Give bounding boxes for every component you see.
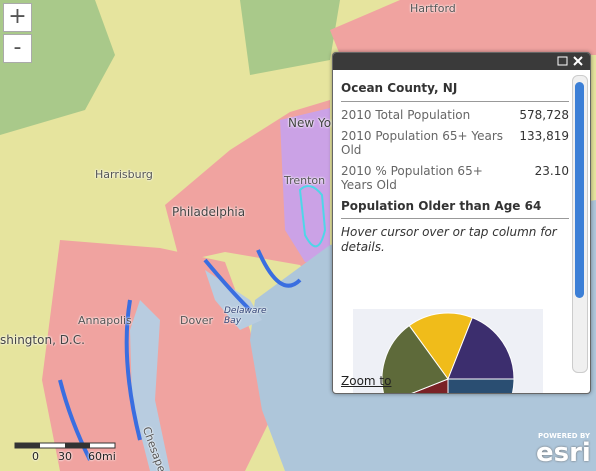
scale-label: 60mi	[88, 450, 116, 463]
field-label: 2010 Total Population	[341, 108, 471, 122]
place-label: Hartford	[410, 2, 456, 15]
close-button[interactable]	[573, 56, 583, 66]
field-table: 2010 Total Population 578,728 2010 Populat…	[341, 106, 569, 197]
place-label: New York	[288, 116, 343, 130]
bay	[130, 300, 170, 471]
popup: Ocean County, NJ 2010 Total Population 57…	[332, 52, 591, 394]
coast-line	[58, 249, 302, 461]
scale-label: 30	[58, 450, 72, 463]
attribution-caption: POWERED BY	[538, 432, 591, 440]
selected-county	[298, 185, 327, 248]
zoom-in[interactable]: +	[3, 3, 32, 32]
field-row: 2010 Total Population 578,728	[341, 106, 569, 127]
field-value: 578,728	[519, 108, 569, 122]
place-label: Delaware Bay	[224, 306, 267, 326]
scale-bar	[14, 442, 116, 449]
pie-chart	[353, 309, 543, 393]
place-label: shington, D.C.	[0, 333, 85, 347]
pie-slice	[408, 312, 473, 381]
pie-slice	[447, 378, 515, 393]
maximize-button[interactable]	[557, 56, 568, 66]
popup-header	[333, 53, 590, 70]
field-row: 2010 Population 65+ Years Old 133,819	[341, 127, 569, 162]
field-row: 2010 % Population 65+ Years Old 23.10	[341, 162, 569, 197]
zoom-to-link[interactable]: Zoom to	[341, 374, 392, 388]
field-value: 133,819	[519, 129, 569, 143]
field-label: 2010 % Population 65+ Years Old	[341, 164, 483, 192]
scrollbar[interactable]	[572, 75, 588, 373]
popup-title: Ocean County, NJ	[341, 75, 569, 102]
forest-region	[150, 0, 340, 75]
forest-region	[0, 0, 115, 135]
place-label: Trenton	[284, 174, 326, 187]
pie-slice	[381, 324, 449, 393]
county-region	[330, 0, 596, 55]
zoom-out[interactable]: -	[3, 34, 32, 63]
place-label: Annapolis	[78, 314, 132, 327]
field-label: 2010 Population 65+ Years Old	[341, 129, 504, 157]
place-label: Dover	[180, 314, 213, 327]
popup-controls	[557, 56, 583, 66]
pie-slice	[447, 316, 515, 380]
scale-label: 0	[32, 450, 39, 463]
chart-instructions: Hover cursor over or tap column for deta…	[341, 225, 557, 254]
popup-content: Ocean County, NJ 2010 Total Population 57…	[341, 75, 569, 393]
place-label: Harrisburg	[95, 168, 153, 181]
esri-logo[interactable]: esri	[536, 438, 591, 468]
bay	[205, 270, 262, 330]
chart-title: Population Older than Age 64	[341, 197, 569, 219]
place-label: Philadelphia	[172, 205, 246, 219]
field-value: 23.10	[534, 164, 569, 178]
scroll-thumb[interactable]	[575, 82, 584, 298]
